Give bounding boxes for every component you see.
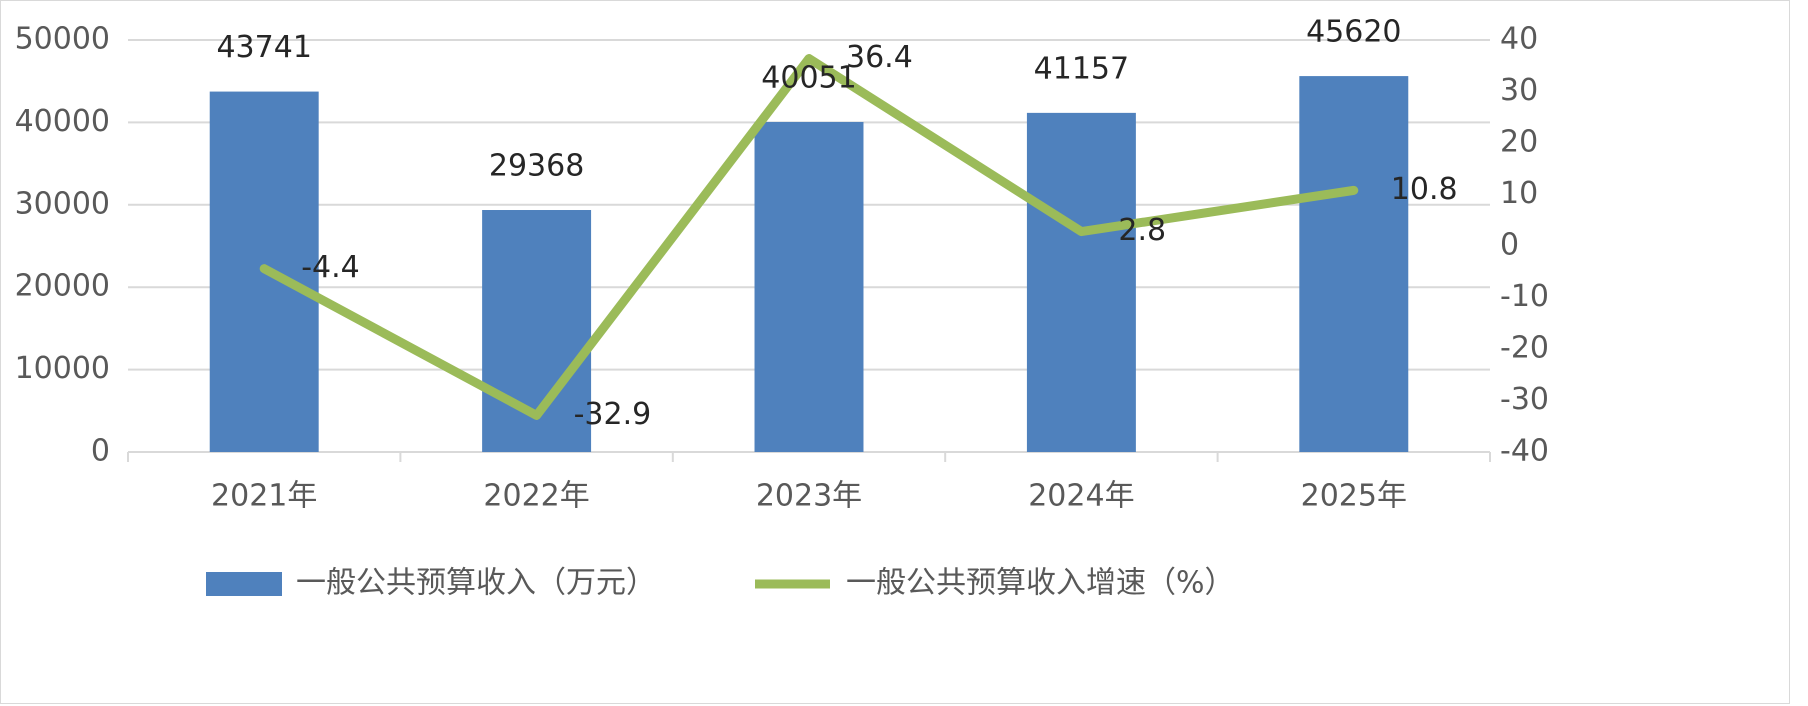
- x-tick-label: 2024年: [1028, 479, 1134, 514]
- y-left-tick-label: 50000: [15, 22, 110, 57]
- bar-4: [1026, 112, 1136, 452]
- x-tick-label: 2021年: [211, 479, 317, 514]
- legend-bar-swatch: [206, 572, 282, 596]
- line-data-label: 10.8: [1391, 172, 1458, 207]
- x-tick-label: 2022年: [483, 479, 589, 514]
- legend-line-label: 一般公共预算收入增速（%）: [846, 566, 1235, 601]
- y-left-tick-label: 30000: [15, 186, 110, 221]
- bar-data-label: 45620: [1306, 15, 1401, 50]
- bar-data-label: 41157: [1034, 51, 1129, 86]
- growth-rate-line: [259, 54, 1359, 420]
- y-right-tick-label: -20: [1500, 331, 1549, 366]
- line-data-label: -32.9: [574, 397, 652, 432]
- line-data-label: 36.4: [846, 40, 913, 75]
- y-left-tick-label: 10000: [15, 351, 110, 386]
- y-left-tick-label: 20000: [15, 269, 110, 304]
- y-right-tick-label: -30: [1500, 382, 1549, 417]
- line-data-label: -4.4: [301, 250, 360, 285]
- legend-bar-label: 一般公共预算收入（万元）: [296, 566, 656, 601]
- bar-data-label: 29368: [489, 149, 584, 184]
- y-right-tick-label: -40: [1500, 434, 1549, 469]
- bar-data-label: 43741: [216, 30, 311, 65]
- y-right-tick-label: 10: [1500, 176, 1538, 211]
- y-left-tick-label: 0: [91, 434, 110, 469]
- y-right-tick-label: 0: [1500, 228, 1519, 263]
- y-right-tick-label: 40: [1500, 22, 1538, 57]
- x-tick-label: 2023年: [756, 479, 862, 514]
- bar-3: [754, 121, 864, 452]
- y-right-tick-label: -10: [1500, 279, 1549, 314]
- y-left-tick-label: 40000: [15, 104, 110, 139]
- bar-5: [1299, 76, 1409, 453]
- x-tick-label: 2025年: [1301, 479, 1407, 514]
- y-right-tick-label: 20: [1500, 125, 1538, 160]
- bar-data-label: 40051: [761, 60, 856, 95]
- y-right-tick-label: 30: [1500, 73, 1538, 108]
- line-data-label: 2.8: [1118, 213, 1166, 248]
